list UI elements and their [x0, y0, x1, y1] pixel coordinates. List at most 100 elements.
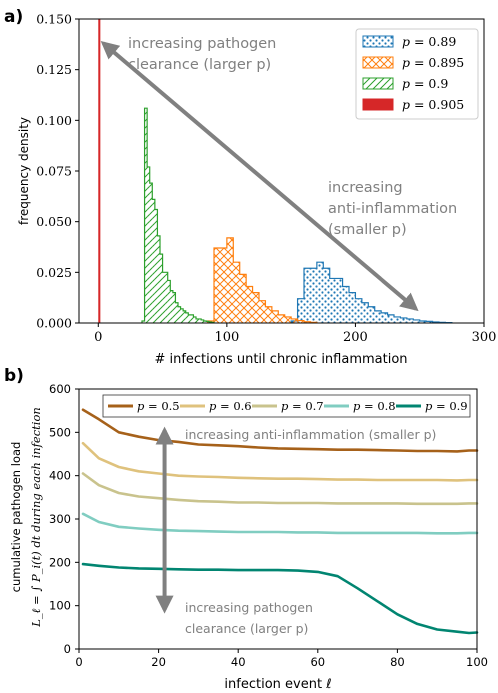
- line-series-3: [81, 512, 479, 535]
- panel-a: a) increasing pathogen clearance (larger…: [4, 7, 496, 367]
- panel-a-legend: p = 0.89 p = 0.895 p = 0.9 p = 0.905: [355, 28, 479, 120]
- histogram-bar: [355, 298, 362, 323]
- histogram-bar: [214, 248, 221, 323]
- histogram-bar: [203, 320, 207, 323]
- legend-label: p = 0.5: [137, 399, 180, 413]
- annotation-anti-line-3: (smaller p): [328, 222, 407, 238]
- annotation-anti-line-1: increasing: [328, 180, 403, 196]
- x-tick-label: 300: [472, 330, 497, 345]
- histogram-bar: [304, 268, 311, 323]
- histogram-bar: [297, 320, 304, 323]
- panel-b-y-axis: 0 100 200 300 400 500 600: [49, 382, 79, 656]
- legend-label: p = 0.895: [402, 55, 464, 70]
- legend-label: p = 0.6: [209, 399, 252, 413]
- histogram-bar: [142, 320, 145, 323]
- y-tick-label: 0: [64, 642, 71, 656]
- histogram-bar: [374, 310, 382, 323]
- histogram-bar: [193, 316, 196, 323]
- x-tick-label: 0: [94, 330, 102, 345]
- panel-b-label: b): [4, 366, 24, 386]
- annotation-clearance-line-2: clearance (larger p): [185, 621, 308, 636]
- histogram-bar: [316, 262, 324, 323]
- y-tick-label: 100: [49, 599, 71, 613]
- histogram-bar: [188, 314, 191, 323]
- legend-swatch: [362, 35, 394, 48]
- histogram-bar: [147, 166, 150, 323]
- legend-label: p = 0.9: [425, 399, 468, 413]
- histogram-bar: [400, 317, 407, 323]
- line-series-4: [81, 562, 479, 635]
- x-tick-label: 40: [231, 655, 246, 669]
- panel-a-y-axis: 0.000 0.025 0.050 0.075 0.100 0.125 0.150: [36, 12, 79, 331]
- y-tick-label: 200: [49, 555, 71, 569]
- histogram-bar: [394, 316, 401, 323]
- histogram-bar: [278, 314, 285, 323]
- panel-b-annotations: increasing anti-inflammation (smaller p)…: [155, 426, 436, 636]
- histogram-bar: [198, 318, 202, 323]
- annotation-clearance-line-1: increasing pathogen: [128, 36, 276, 52]
- histogram-bar: [284, 316, 292, 323]
- legend-label: p = 0.905: [402, 97, 464, 112]
- histogram-series-3: [98, 19, 101, 323]
- panel-b-ylabel-line-2: L_ℓ = ∫ P_i(t) dt during each infection: [29, 407, 43, 628]
- panel-a-xlabel: # infections until chronic inflammation: [154, 352, 407, 367]
- histogram-bar: [220, 248, 227, 323]
- annotation-anti-line-2: anti-inflammation: [328, 201, 457, 217]
- histogram-bar: [170, 290, 173, 323]
- panel-b-x-axis: 0 20 40 60 80 100: [75, 649, 488, 669]
- x-tick-label: 0: [75, 655, 82, 669]
- x-tick-label: 100: [466, 655, 488, 669]
- panel-b-ylabel-line-1: cumulative pathogen load: [9, 442, 23, 593]
- x-tick-label: 20: [151, 655, 166, 669]
- histogram-bar: [381, 312, 388, 323]
- histogram-bar: [368, 306, 375, 323]
- panel-a-label: a): [4, 7, 23, 27]
- y-tick-label: 0.050: [36, 214, 72, 229]
- legend-label: p = 0.9: [402, 76, 448, 91]
- x-tick-label: 100: [214, 330, 239, 345]
- panel-b-xlabel: infection event ℓ: [224, 677, 331, 692]
- histogram-bar: [413, 319, 420, 323]
- histogram-bar: [329, 278, 337, 323]
- y-tick-label: 600: [49, 382, 71, 396]
- panel-a-ylabel: frequency density: [17, 117, 31, 225]
- histogram-bar: [342, 286, 349, 323]
- histogram-bar: [206, 321, 209, 323]
- histogram-bar: [183, 310, 186, 323]
- annotation-clearance-line-2: clearance (larger p): [128, 57, 271, 73]
- histogram-bar: [196, 318, 199, 323]
- legend-swatch: [362, 98, 394, 111]
- y-tick-label: 0.075: [36, 164, 72, 179]
- panel-b-legend: p = 0.5 p = 0.6 p = 0.7 p = 0.8 p = 0.9: [102, 394, 471, 418]
- line-series-0: [81, 408, 479, 453]
- legend-label: p = 0.89: [402, 34, 456, 49]
- legend-swatch: [362, 56, 394, 69]
- histogram-bar: [259, 300, 266, 323]
- x-tick-label: 60: [310, 655, 325, 669]
- histogram-bar: [310, 268, 317, 323]
- histogram-bar: [233, 262, 240, 323]
- histogram-bar: [246, 286, 253, 323]
- annotation-clearance-line-1: increasing pathogen: [185, 600, 313, 615]
- histogram-series-2: [141, 107, 215, 323]
- legend-swatch: [362, 77, 394, 90]
- histogram-bar: [149, 183, 153, 323]
- y-tick-label: 0.125: [36, 62, 72, 77]
- histogram-bar: [152, 199, 155, 323]
- legend-label: p = 0.7: [281, 399, 324, 413]
- histogram-bar: [265, 306, 272, 323]
- histogram-bar: [361, 302, 369, 323]
- x-tick-label: 80: [390, 655, 405, 669]
- histogram-bar: [175, 302, 178, 323]
- legend-frame: [355, 28, 479, 120]
- y-tick-label: 400: [49, 469, 71, 483]
- y-tick-label: 500: [49, 425, 71, 439]
- annotation-anti: increasing anti-inflammation (smaller p): [185, 427, 436, 442]
- legend-label: p = 0.8: [353, 399, 396, 413]
- histogram-bar: [271, 310, 279, 323]
- double-arrow: [100, 40, 419, 312]
- y-tick-label: 300: [49, 512, 71, 526]
- histogram-bar: [426, 321, 433, 323]
- histogram-bar: [297, 298, 304, 323]
